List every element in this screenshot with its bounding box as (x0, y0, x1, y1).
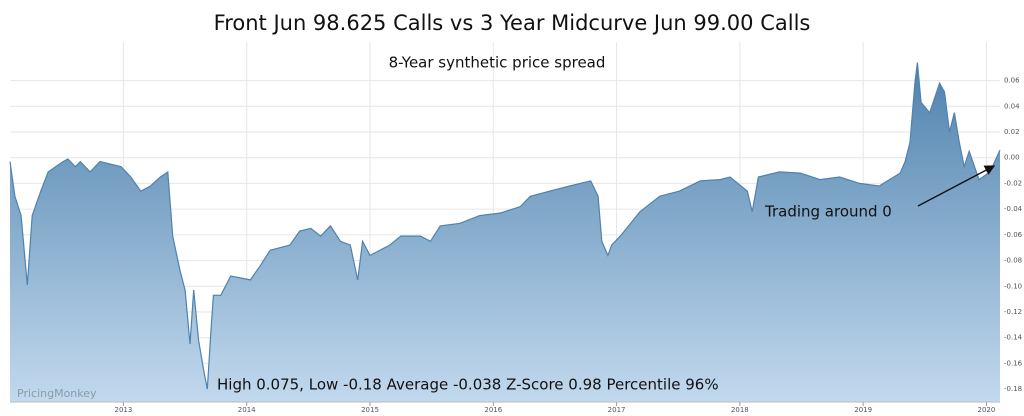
annotation: Trading around 0 (764, 203, 892, 221)
y-tick-label: 0.02 (1004, 128, 1020, 136)
x-tick-label: 2018 (731, 406, 749, 414)
y-tick-label: -0.02 (1004, 179, 1022, 187)
x-tick-label: 2016 (484, 406, 502, 414)
x-tick-label: 2013 (115, 406, 133, 414)
y-tick-label: 0.00 (1004, 154, 1020, 162)
chart-title: Front Jun 98.625 Calls vs 3 Year Midcurv… (214, 11, 811, 35)
y-tick-label: -0.16 (1004, 359, 1023, 367)
y-tick-label: -0.08 (1004, 257, 1022, 265)
annotation-arrow (917, 165, 996, 207)
watermark: PricingMonkey (17, 387, 97, 400)
stats-text: High 0.075, Low -0.18 Average -0.038 Z-S… (217, 376, 719, 394)
x-tick-label: 2015 (361, 406, 379, 414)
x-tick-label: 2017 (608, 406, 626, 414)
y-tick-label: -0.10 (1004, 282, 1022, 290)
y-tick-label: -0.04 (1004, 205, 1023, 213)
line (9, 62, 1001, 390)
area (10, 62, 1000, 402)
x-tick-label: 2019 (854, 406, 872, 414)
y-tick-label: 0.06 (1004, 77, 1020, 85)
y-tick-label: -0.12 (1004, 308, 1022, 316)
plot (9, 62, 1001, 402)
chart-subtitle: 8-Year synthetic price spread (389, 54, 606, 72)
y-tick-label: -0.14 (1004, 334, 1023, 342)
y-tick-label: -0.18 (1004, 385, 1022, 393)
y-tick-label: -0.06 (1004, 231, 1023, 239)
x-tick-label: 2020 (978, 406, 996, 414)
axes: 0.06 0.04 0.02 0.00 -0.02 -0.04 -0.06 -0.08 -0.1… (10, 77, 1023, 414)
x-tick-label: 2014 (238, 406, 256, 414)
y-tick-label: 0.04 (1004, 102, 1020, 110)
